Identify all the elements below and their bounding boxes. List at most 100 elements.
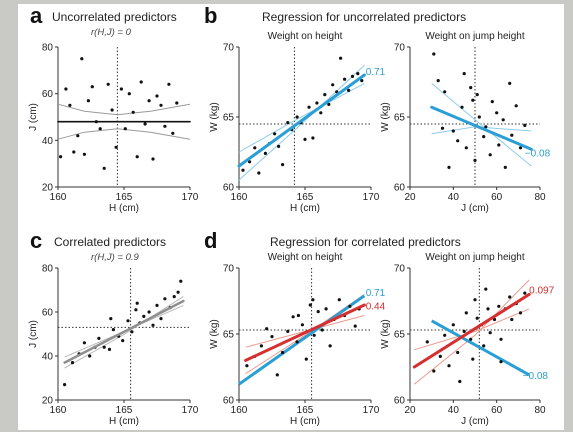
data-point (469, 86, 473, 90)
data-point (142, 314, 146, 318)
data-point (131, 110, 135, 114)
data-point (307, 105, 311, 109)
data-point (451, 129, 455, 133)
data-point (59, 155, 63, 159)
data-point (97, 336, 101, 340)
data-point (147, 310, 151, 314)
data-point (155, 303, 159, 307)
data-point (447, 364, 451, 368)
data-point (460, 105, 464, 109)
data-point (510, 317, 514, 322)
data-point (471, 357, 475, 361)
data-point (324, 307, 328, 311)
data-point (286, 121, 290, 125)
data-point (447, 165, 451, 169)
data-point (296, 313, 300, 318)
y-tick-label: 20 (42, 183, 54, 194)
x-tick-label: 160 (231, 192, 248, 203)
data-point (126, 319, 130, 323)
data-point (432, 52, 436, 56)
x-tick-label: 160 (50, 405, 67, 416)
data-point (436, 79, 440, 83)
x-tick-label: 165 (297, 192, 314, 203)
data-point (508, 81, 512, 85)
x-tick-label: 170 (182, 405, 199, 416)
data-point (163, 124, 167, 128)
chart-d1: Weight on height 160 165 170 60 65 70 H (cm) W (… (209, 252, 386, 427)
panel-letter-a: a (30, 3, 43, 28)
data-point (462, 72, 466, 76)
data-point (518, 146, 523, 150)
data-point (319, 111, 323, 115)
data-point (353, 324, 357, 328)
data-point (111, 328, 115, 332)
data-point (273, 132, 277, 136)
data-point (451, 323, 455, 327)
data-point (499, 360, 503, 364)
chart-d2: Weight on jump height 20 40 60 80 60 65 70 J (cm… (380, 252, 555, 427)
data-point (501, 118, 505, 122)
data-point (360, 79, 364, 83)
x-tick-label: 80 (534, 405, 546, 416)
data-point (471, 98, 475, 102)
panel-c-title: Correlated predictors (54, 235, 166, 249)
data-point (257, 171, 261, 175)
y-axis-label: W (kg) (209, 102, 220, 131)
data-point (508, 295, 512, 299)
y-tick-label: 20 (42, 396, 54, 407)
data-point (253, 146, 257, 150)
data-point (123, 127, 127, 131)
data-point (348, 304, 352, 308)
data-point (484, 125, 488, 129)
x-tick-label: 165 (116, 192, 133, 203)
data-point (497, 143, 501, 147)
data-point (315, 101, 319, 105)
data-point (440, 126, 445, 130)
x-axis-label: H (cm) (109, 416, 139, 427)
data-point (475, 93, 479, 97)
data-point (495, 111, 499, 115)
data-point (488, 331, 492, 335)
data-point (343, 77, 347, 81)
data-point (503, 165, 507, 169)
data-point (469, 337, 473, 341)
data-point (304, 357, 308, 361)
data-point (70, 361, 75, 365)
y-tick-label: 60 (42, 89, 54, 100)
y-tick-label: 70 (394, 264, 406, 275)
y-tick-label: 40 (42, 352, 54, 363)
panel-a-title: Uncorrelated predictors (52, 10, 177, 24)
data-point (484, 287, 488, 291)
chart-b2-title: Weight on jump height (425, 31, 525, 42)
band-line-1 (57, 128, 191, 140)
band-line-2 (430, 319, 530, 377)
data-point (291, 315, 295, 319)
x-tick-label: 170 (363, 192, 380, 203)
x-tick-label: 20 (404, 405, 416, 416)
data-point (259, 344, 263, 348)
y-tick-label: 60 (42, 308, 54, 319)
data-point (311, 136, 315, 140)
x-axis-label: J (cm) (461, 203, 489, 214)
data-point (102, 345, 106, 349)
data-point (295, 115, 299, 119)
data-point (323, 93, 327, 97)
data-point (456, 139, 460, 143)
x-tick-label: 170 (182, 192, 199, 203)
data-point (482, 135, 486, 139)
data-point (462, 329, 466, 333)
data-point (464, 146, 468, 150)
y-tick-label: 70 (223, 264, 235, 275)
x-tick-label: 160 (231, 405, 248, 416)
data-point (443, 90, 447, 94)
fit-line (430, 105, 533, 151)
data-point (163, 297, 167, 301)
x-tick-label: 165 (297, 405, 314, 416)
x-tick-label: 165 (116, 405, 133, 416)
data-point (438, 354, 442, 358)
data-point (277, 144, 281, 148)
data-point (510, 133, 514, 137)
data-point (270, 335, 274, 339)
x-tick-label: 60 (491, 192, 503, 203)
